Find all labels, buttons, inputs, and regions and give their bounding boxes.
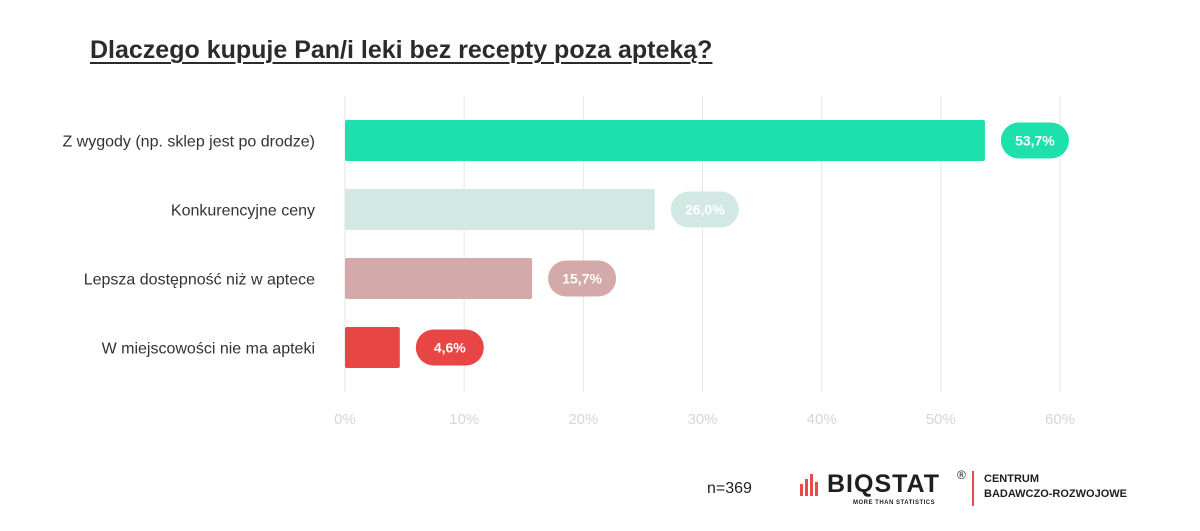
logo-tagline: MORE THAN STATISTICS (853, 500, 936, 506)
x-axis-ticks: 0% 10% 20% 30% 40% 50% 60% (334, 411, 1075, 428)
bar (345, 189, 655, 230)
bar-chart: Z wygody (np. sklep jest po drodze) Konku… (62, 96, 1075, 428)
category-label: Z wygody (np. sklep jest po drodze) (62, 134, 315, 151)
bar (345, 327, 400, 368)
logo-bars-icon (800, 474, 818, 496)
category-label: W miejscowości nie ma apteki (102, 341, 315, 358)
x-tick-label: 20% (568, 411, 598, 428)
x-tick-label: 10% (449, 411, 479, 428)
x-tick-label: 30% (687, 411, 717, 428)
logo-divider (972, 471, 974, 506)
category-label: Konkurencyjne ceny (171, 203, 315, 220)
logo-division-line1: CENTRUM (984, 473, 1039, 485)
bar (345, 258, 533, 299)
x-tick-label: 0% (334, 411, 356, 428)
logo-division-line2: BADAWCZO-ROZWOJOWE (984, 488, 1127, 500)
sample-size: n=369 (707, 480, 752, 497)
data-label: 15,7% (562, 271, 602, 287)
bars (345, 120, 985, 368)
bar (345, 120, 985, 161)
value-pill (1000, 122, 1069, 159)
data-label: 53,7% (1015, 133, 1055, 149)
data-label: 4,6% (434, 340, 466, 356)
x-tick-label: 60% (1045, 411, 1075, 428)
x-tick-label: 50% (926, 411, 956, 428)
logo-brand: BIQSTAT (827, 470, 941, 498)
value-pill (415, 329, 484, 366)
x-tick-label: 40% (807, 411, 837, 428)
value-labels: 53,7% 26,0% 15,7% 4,6% (415, 122, 1069, 366)
value-pill (670, 191, 739, 228)
category-label: Lepsza dostępność niż w aptece (84, 272, 315, 289)
data-label: 26,0% (685, 202, 725, 218)
biqstat-logo: BIQSTAT ® MORE THAN STATISTICS CENTRUM B… (800, 468, 1130, 508)
value-pill (548, 260, 617, 297)
category-labels: Z wygody (np. sklep jest po drodze) Konku… (62, 134, 315, 358)
logo-registered-mark: ® (957, 468, 966, 482)
chart-title: Dlaczego kupuje Pan/i leki bez recepty p… (90, 36, 713, 64)
